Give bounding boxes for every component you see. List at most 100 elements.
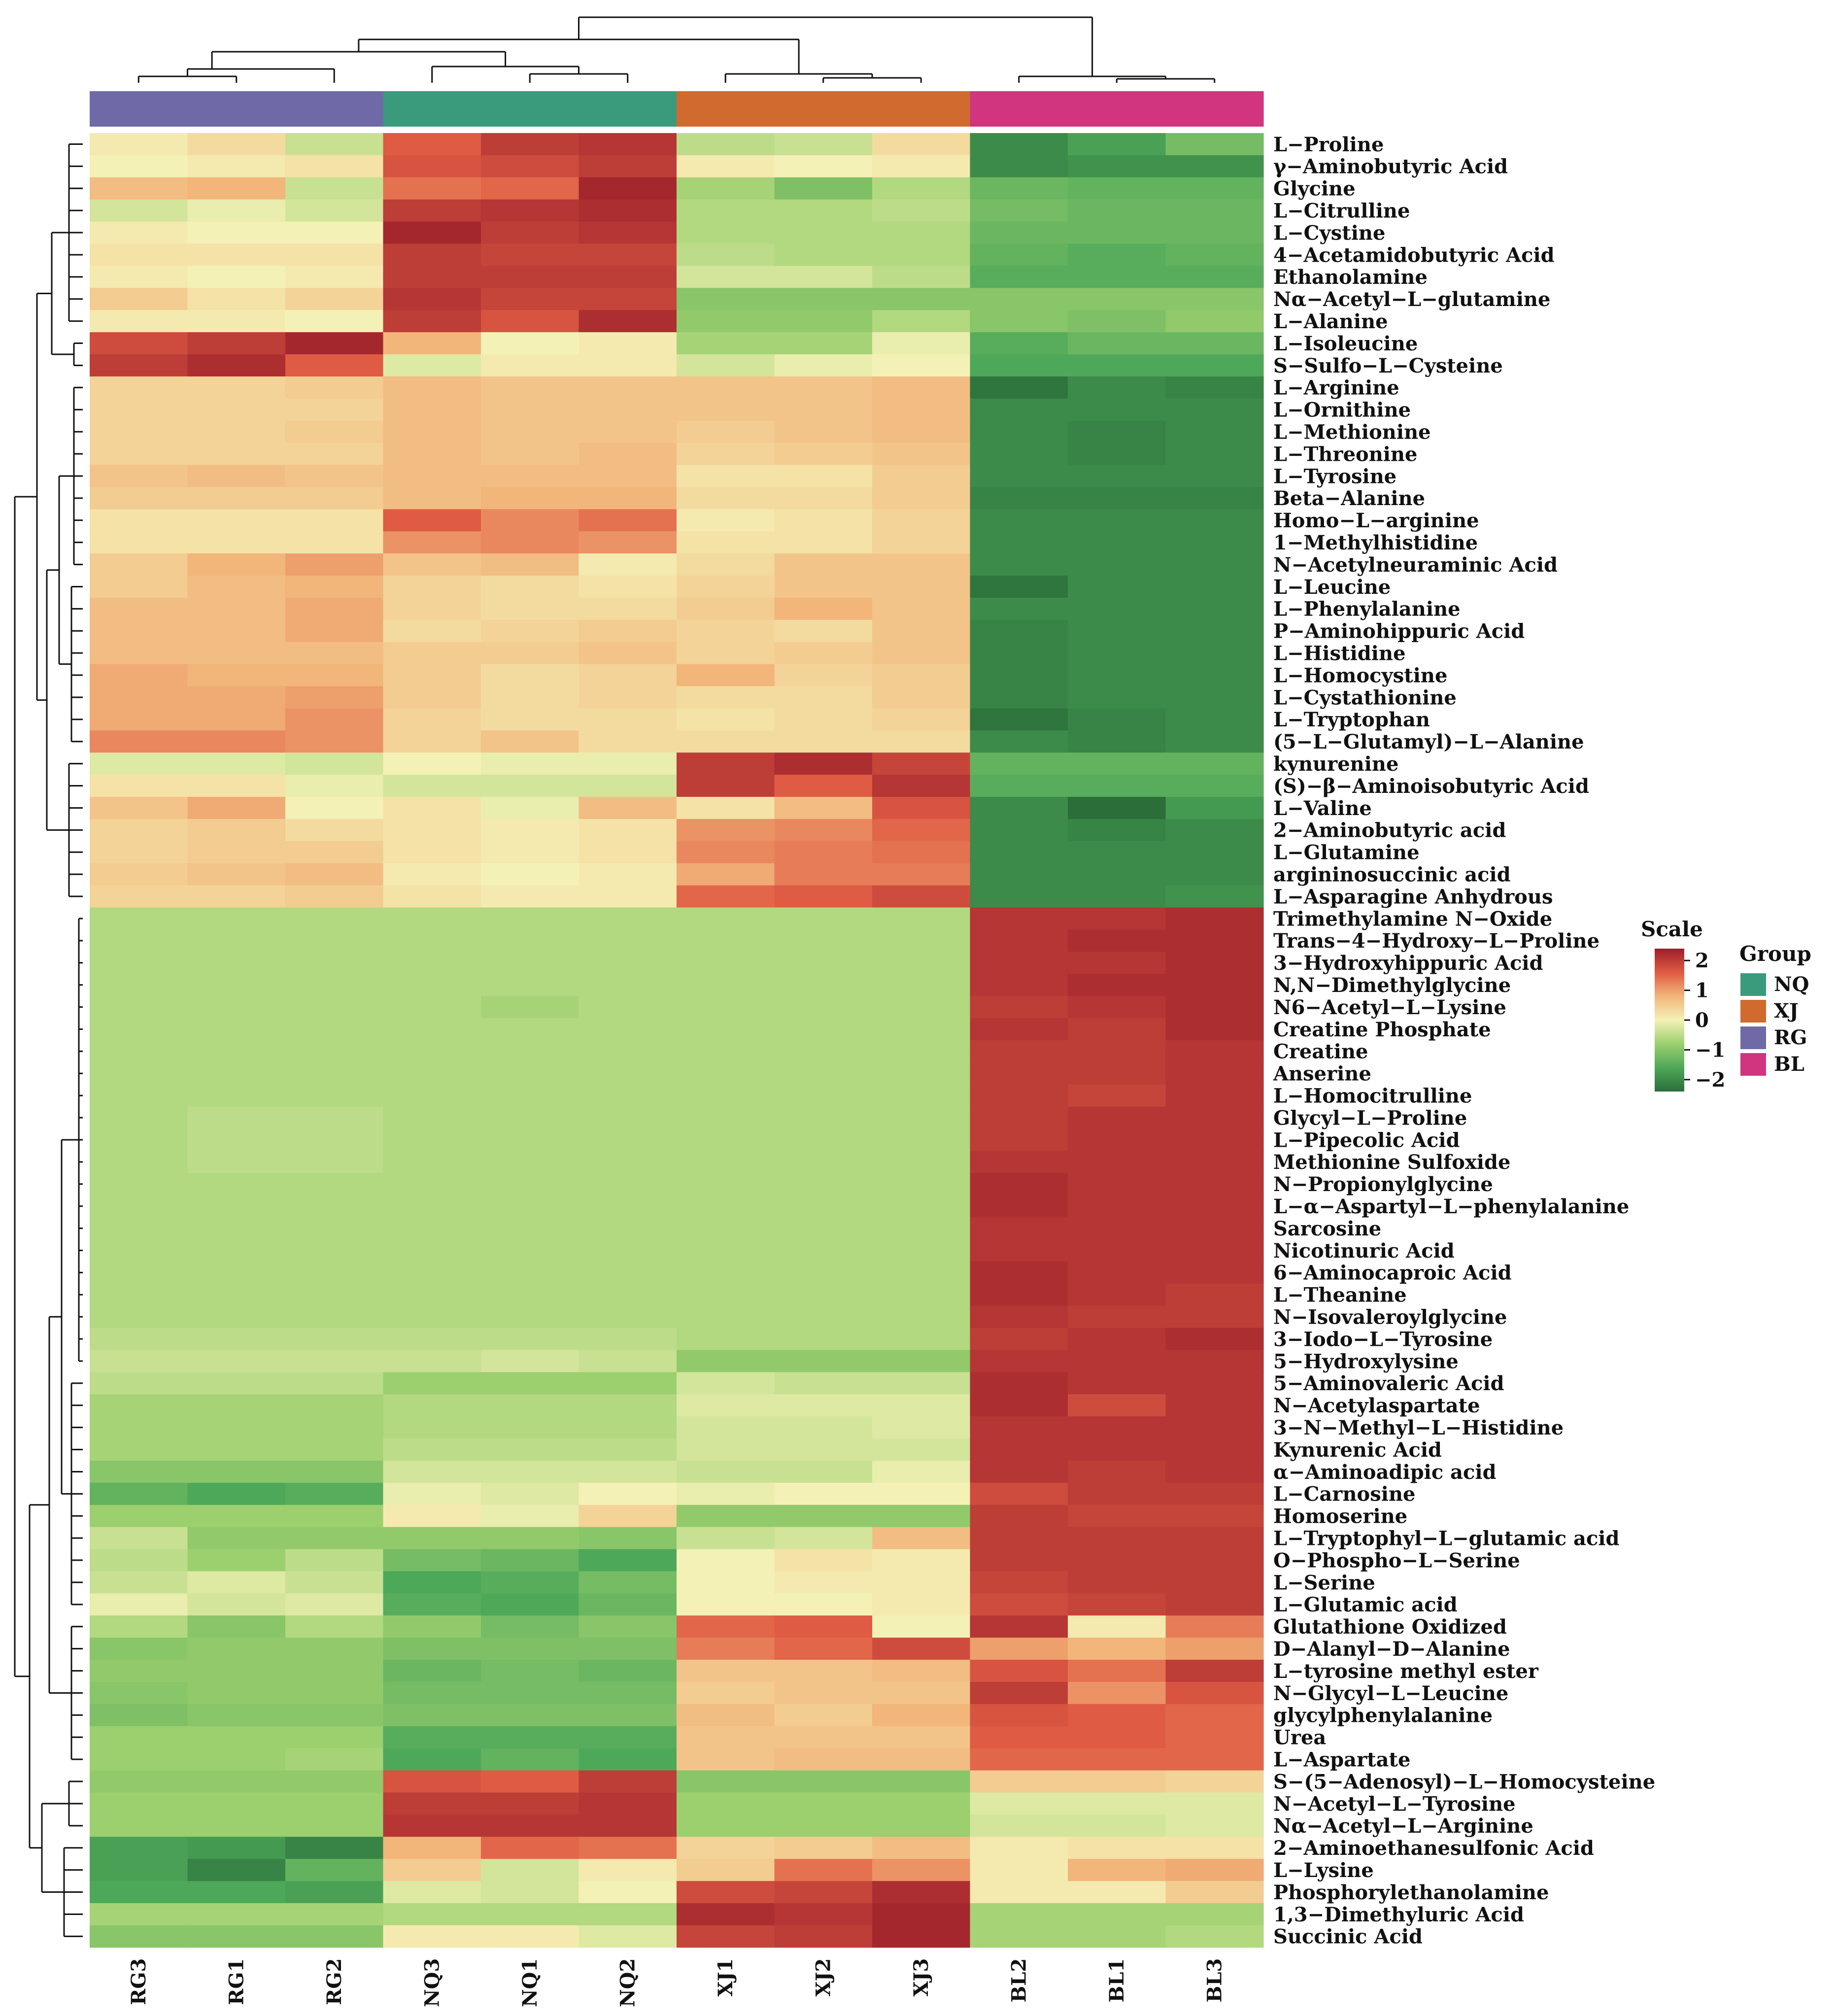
heatmap-cell (872, 398, 971, 421)
heatmap-cell (872, 1217, 971, 1240)
heatmap-cell (90, 1372, 188, 1395)
heatmap-cell (578, 1837, 677, 1859)
heatmap-cell (970, 465, 1068, 487)
heatmap-cell (1068, 553, 1166, 576)
heatmap-cell (1068, 133, 1166, 156)
heatmap-cell (1068, 907, 1166, 930)
heatmap-cell (677, 1660, 775, 1682)
heatmap-cell (774, 332, 873, 355)
heatmap-cell (774, 1792, 873, 1815)
heatmap-cell (872, 797, 971, 820)
heatmap-cell (774, 929, 873, 952)
heatmap-cell (481, 974, 579, 996)
heatmap-cell (481, 376, 579, 399)
heatmap-cell (677, 1217, 775, 1240)
heatmap-cell (187, 1549, 286, 1572)
column-label: BL1 (1105, 1958, 1128, 2003)
heatmap-cell (1165, 354, 1264, 377)
heatmap-cell (481, 553, 579, 576)
heatmap-cell (1068, 952, 1166, 974)
column-label: RG3 (127, 1958, 150, 2005)
heatmap-cell (383, 1549, 481, 1572)
heatmap-cell (1165, 1638, 1264, 1660)
group-annotation-cell (187, 91, 286, 127)
heatmap-cell (383, 841, 481, 864)
heatmap-cell (578, 996, 677, 1019)
heatmap-cell (774, 664, 873, 687)
heatmap-cell (677, 177, 775, 200)
heatmap-cell (187, 885, 286, 908)
heatmap-cell (1068, 1527, 1166, 1550)
heatmap-cell (90, 642, 188, 665)
row-label: L−Histidine (1273, 642, 1406, 665)
scale-tick-label: 0 (1695, 1009, 1709, 1032)
heatmap-cell (481, 1482, 579, 1505)
heatmap-cell (578, 597, 677, 620)
heatmap-cell (383, 1837, 481, 1859)
heatmap-cell (1165, 708, 1264, 731)
heatmap-cell (677, 1482, 775, 1505)
heatmap-cell (970, 1549, 1068, 1572)
heatmap-cell (187, 974, 286, 996)
heatmap-cell (578, 1792, 677, 1815)
heatmap-cell (383, 1770, 481, 1793)
heatmap-cell (774, 531, 873, 554)
heatmap-cell (872, 1018, 971, 1041)
heatmap-cell (187, 243, 286, 266)
heatmap-cell (383, 1217, 481, 1240)
row-label: L−Proline (1273, 133, 1384, 156)
heatmap-cell (285, 1195, 384, 1218)
heatmap-cell (1068, 243, 1166, 266)
heatmap-cell (481, 310, 579, 333)
heatmap-cell (677, 642, 775, 665)
row-label: L−Tryptophan (1273, 708, 1430, 731)
heatmap-cell (383, 1726, 481, 1749)
heatmap-cell (872, 1660, 971, 1682)
group-annotation-bar (90, 91, 1264, 127)
heatmap-cell (970, 1770, 1068, 1793)
heatmap-cell (481, 465, 579, 487)
heatmap-cell (872, 1837, 971, 1859)
heatmap-cell (187, 221, 286, 244)
heatmap-cell (285, 221, 384, 244)
heatmap-cell (383, 487, 481, 510)
heatmap-cell (1165, 576, 1264, 598)
heatmap-cell (774, 420, 873, 444)
heatmap-cell (872, 752, 971, 775)
heatmap-cell (383, 1704, 481, 1727)
heatmap-cell (187, 708, 286, 731)
heatmap-cell (774, 1305, 873, 1329)
heatmap-cell (677, 487, 775, 510)
heatmap-cell (481, 642, 579, 665)
group-legend-label: BL (1774, 1053, 1804, 1076)
heatmap-cell (677, 952, 775, 974)
row-label: L−Valine (1273, 797, 1372, 820)
heatmap-cell (774, 708, 873, 731)
heatmap-cell (1165, 376, 1264, 399)
heatmap-cell (90, 863, 188, 886)
row-label: P−Aminohippuric Acid (1273, 620, 1525, 643)
heatmap-cell (872, 420, 971, 444)
column-label: NQ1 (518, 1958, 542, 2007)
heatmap-cell (578, 354, 677, 377)
heatmap-cell (285, 708, 384, 731)
heatmap-cell (383, 1305, 481, 1329)
heatmap-cell (872, 1151, 971, 1173)
heatmap-cell (285, 863, 384, 886)
scale-tick-label: 2 (1695, 949, 1709, 972)
heatmap-cell (872, 863, 971, 886)
heatmap-cell (1165, 1328, 1264, 1351)
heatmap-cell (481, 1128, 579, 1151)
heatmap-cell (90, 1859, 188, 1881)
heatmap-cell (187, 199, 286, 222)
row-label: L−Cystine (1273, 221, 1385, 244)
row-label: Trimethylamine N−Oxide (1273, 907, 1552, 930)
row-label: 1,3−Dimethyluric Acid (1273, 1903, 1524, 1926)
heatmap-cell (1068, 597, 1166, 620)
heatmap-cell (578, 1372, 677, 1395)
row-label: L−Asparagine Anhydrous (1273, 885, 1553, 908)
heatmap-cell (481, 1593, 579, 1616)
heatmap-cell (1068, 1461, 1166, 1483)
heatmap-cell (90, 1062, 188, 1085)
